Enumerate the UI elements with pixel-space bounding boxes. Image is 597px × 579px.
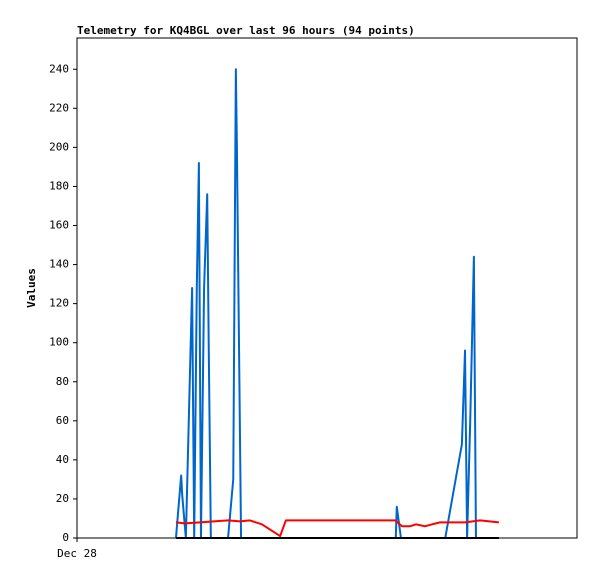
y-tick-label: 40	[56, 453, 69, 466]
x-tick-label: Dec 28	[57, 547, 97, 560]
chart-title: Telemetry for KQ4BGL over last 96 hours …	[77, 24, 415, 37]
y-tick-label: 140	[49, 258, 69, 271]
y-tick-label: 200	[49, 140, 69, 153]
y-tick-label: 60	[56, 414, 69, 427]
y-tick-label: 80	[56, 375, 69, 388]
y-tick-label: 220	[49, 101, 69, 114]
y-axis-label: Values	[25, 268, 38, 308]
y-tick-label: 240	[49, 62, 69, 75]
y-tick-label: 180	[49, 179, 69, 192]
y-tick-label: 20	[56, 492, 69, 505]
series-line	[175, 519, 499, 538]
y-tick-label: 0	[62, 531, 69, 544]
y-tick-label: 120	[49, 297, 69, 310]
plot-frame	[76, 37, 578, 539]
y-tick-label: 160	[49, 219, 69, 232]
y-tick-label: 100	[49, 336, 69, 349]
series-line	[174, 68, 477, 539]
